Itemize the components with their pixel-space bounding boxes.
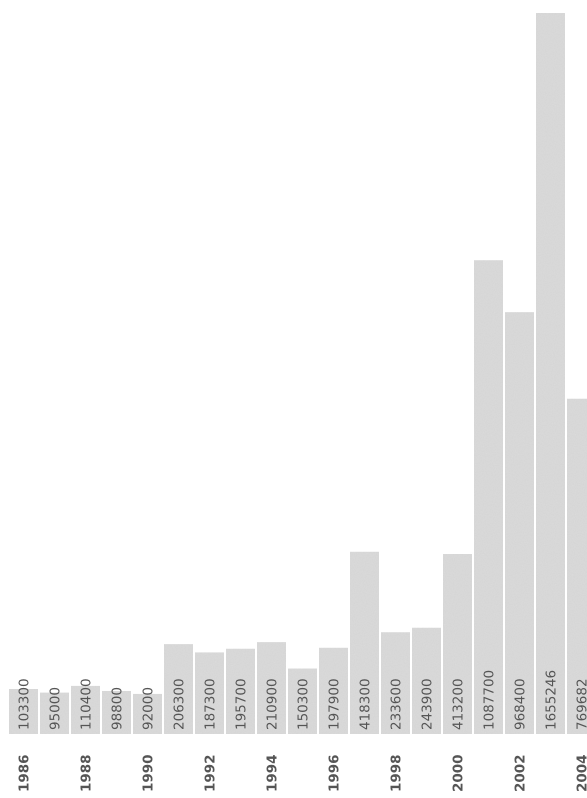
bar-1997	[350, 551, 379, 734]
bar-1991	[164, 644, 193, 734]
value-label-1996: 197900	[327, 678, 343, 730]
bar-2003	[536, 13, 565, 734]
value-label-1999: 243900	[420, 678, 436, 730]
year-labels-group: 1986 1988 1990 1992 1994 1996 1998 2000 2002 2004	[17, 754, 587, 792]
value-label-2002: 968400	[513, 678, 529, 730]
bar-1988	[71, 685, 100, 734]
year-label-1986: 1986	[17, 754, 33, 792]
value-label-1998: 233600	[389, 678, 405, 730]
bar-1990	[133, 693, 162, 734]
year-label-1990: 1990	[141, 754, 157, 792]
value-label-1991: 206300	[172, 678, 188, 730]
bar-2002	[505, 312, 534, 734]
bar-2001	[474, 260, 503, 734]
value-label-1995: 150300	[296, 678, 312, 730]
value-labels-group: 103300 95000 110400 98800 92000 206300 187300 1…	[17, 670, 587, 730]
year-label-1996: 1996	[327, 754, 343, 792]
bar-1989	[102, 690, 131, 734]
value-label-2003: 1655246	[544, 670, 560, 730]
bar-1992	[195, 652, 224, 734]
value-label-1997: 418300	[358, 678, 374, 730]
bar-1993	[226, 648, 255, 734]
bar-1986	[9, 689, 38, 734]
bar-1994	[257, 642, 286, 734]
bar-2000	[443, 554, 472, 734]
value-label-2001: 1087700	[482, 670, 498, 730]
year-label-2004: 2004	[575, 754, 587, 792]
value-label-2000: 413200	[451, 678, 467, 730]
value-label-1989: 98800	[110, 687, 126, 730]
year-label-1998: 1998	[389, 754, 405, 792]
bar-2004	[567, 398, 587, 734]
bar-1999	[412, 627, 441, 734]
year-label-2002: 2002	[513, 754, 529, 792]
year-label-2000: 2000	[451, 754, 467, 792]
value-label-1994: 210900	[265, 678, 281, 730]
year-label-1994: 1994	[265, 754, 281, 792]
bar-1996	[319, 647, 348, 734]
value-label-1990: 92000	[141, 687, 157, 730]
bars-group	[9, 13, 587, 734]
value-label-1992: 187300	[203, 678, 219, 730]
year-label-1992: 1992	[203, 754, 219, 792]
year-label-1988: 1988	[79, 754, 95, 792]
value-label-1988: 110400	[79, 678, 95, 730]
bar-1998	[381, 632, 410, 734]
value-label-1986: 103300	[17, 678, 33, 730]
bar-1995	[288, 668, 317, 734]
bar-1987	[40, 692, 69, 734]
value-label-2004: 769682	[575, 678, 587, 730]
value-label-1987: 95000	[48, 687, 64, 730]
value-label-1993: 195700	[234, 678, 250, 730]
